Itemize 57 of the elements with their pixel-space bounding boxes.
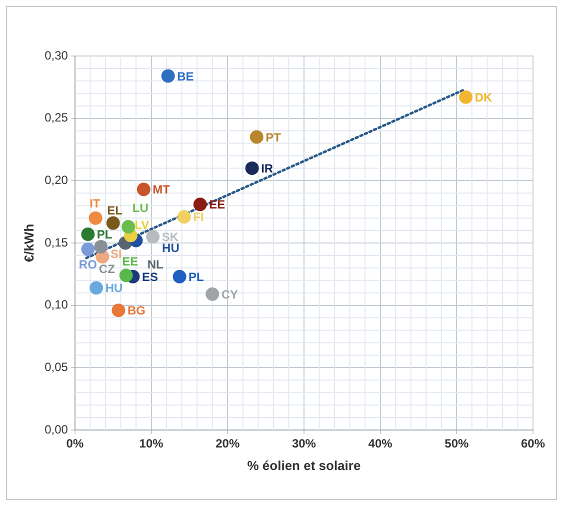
point [81,242,95,256]
point [245,161,259,175]
point [206,287,220,301]
y-tick-label: 0,10 [44,298,68,312]
x-tick-label: 30% [292,436,316,451]
series-label: LV [134,218,150,232]
point [122,220,136,234]
series-label: MT [152,182,171,197]
series-label: CY [221,287,238,302]
x-tick-label: 10% [139,436,164,451]
point [459,90,473,104]
series-label: BG [127,304,146,318]
y-tick-label: 0,25 [44,110,68,125]
x-tick-label: 60% [520,436,546,451]
series-label: FI [193,210,204,224]
y-tick-label: 0,30 [44,48,68,62]
x-tick-label: 0% [66,436,84,451]
point [146,230,160,244]
series-label: PL [188,270,204,284]
y-tick-label: 0,05 [44,360,68,374]
series-label: IT [90,196,101,210]
series-label: ES [142,270,158,284]
point [136,182,150,196]
point [106,216,120,230]
point [119,268,133,282]
series-label: NL [147,257,164,272]
point [90,281,104,295]
x-tick-label: 20% [216,436,240,451]
series-label: CZ [98,262,115,276]
point [81,228,95,242]
point [112,304,126,318]
x-axis-title: % éolien et solaire [247,458,361,473]
y-tick-label: 0,15 [44,235,68,250]
point [88,211,102,225]
series-label: HU [105,281,123,296]
series-label: BE [177,69,194,84]
x-tick-label: 50% [444,436,469,451]
series-label: RO [78,258,97,272]
series-label: DK [474,90,492,104]
series-label: EE [209,198,226,212]
point [193,198,207,212]
series-label: EL [107,203,122,218]
y-tick-label: 0,00 [44,422,68,436]
point [94,240,108,254]
series-label: PT [266,130,282,144]
point [161,69,175,83]
series-label: LU [132,201,148,216]
series-label: PL [96,228,112,242]
point [250,130,264,144]
x-tick-label: 40% [368,436,393,451]
point [172,270,186,284]
series-label: SI [110,247,122,262]
point [177,210,191,224]
series-label: EE [122,254,138,269]
y-tick-label: 0,20 [44,172,68,187]
series-label: IR [261,162,274,176]
y-axis-title: €/kWh [21,224,36,262]
